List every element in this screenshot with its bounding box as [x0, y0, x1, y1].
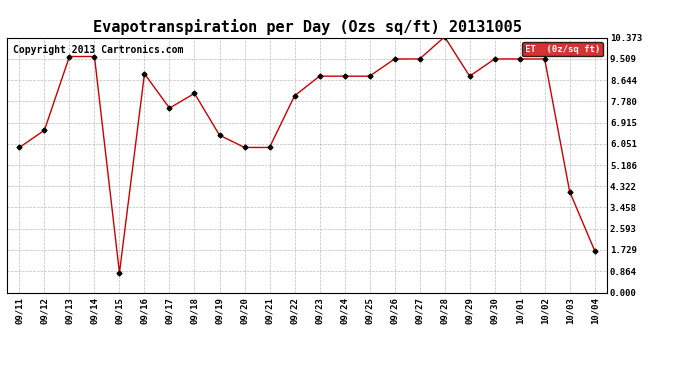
- Text: Copyright 2013 Cartronics.com: Copyright 2013 Cartronics.com: [13, 45, 184, 55]
- Title: Evapotranspiration per Day (Ozs sq/ft) 20131005: Evapotranspiration per Day (Ozs sq/ft) 2…: [92, 19, 522, 35]
- Legend: ET  (0z/sq ft): ET (0z/sq ft): [522, 42, 602, 56]
